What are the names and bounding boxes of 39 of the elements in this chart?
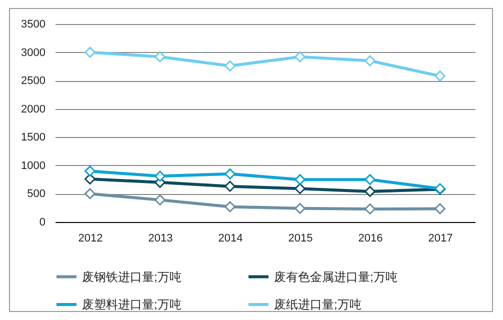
y-tick-label: 0	[39, 216, 46, 228]
point	[224, 201, 236, 212]
y-tick-label: 2500	[21, 75, 46, 88]
point	[294, 183, 306, 194]
y-tick-label: 500	[27, 188, 46, 200]
point	[84, 174, 96, 184]
point	[294, 202, 306, 214]
point	[84, 46, 96, 58]
point	[294, 174, 306, 186]
y-tick-label: 1500	[21, 132, 46, 144]
y-tick-label: 2000	[21, 103, 46, 116]
y-tick-label: 3500	[21, 18, 46, 30]
legend-label: 废有色金属进口量;万吨	[274, 270, 398, 284]
x-tick-label: 2016	[358, 232, 383, 244]
x-tick-label: 2014	[218, 232, 243, 244]
x-tick-label: 2015	[288, 232, 313, 244]
point	[224, 60, 236, 72]
point	[84, 166, 96, 177]
legend-label: 废塑料进口量;万吨	[82, 298, 182, 312]
point	[154, 51, 166, 62]
point	[364, 186, 376, 197]
point	[224, 180, 236, 192]
y-tick-label: 1000	[21, 160, 46, 172]
point	[434, 70, 446, 82]
x-tick-label: 2012	[78, 232, 103, 244]
x-tick-label: 2013	[148, 232, 173, 244]
point	[364, 203, 376, 214]
legend-label: 废钢铁进口量;万吨	[82, 270, 182, 284]
point	[294, 51, 306, 62]
point	[364, 174, 376, 186]
point	[154, 194, 166, 206]
point	[154, 170, 166, 182]
y-tick-label: 3000	[21, 46, 46, 59]
legend-label: 废纸进口量;万吨	[274, 298, 362, 312]
point	[364, 55, 376, 66]
point	[224, 168, 236, 180]
point	[84, 188, 96, 200]
x-tick-label: 2017	[428, 232, 453, 244]
point	[434, 203, 446, 214]
